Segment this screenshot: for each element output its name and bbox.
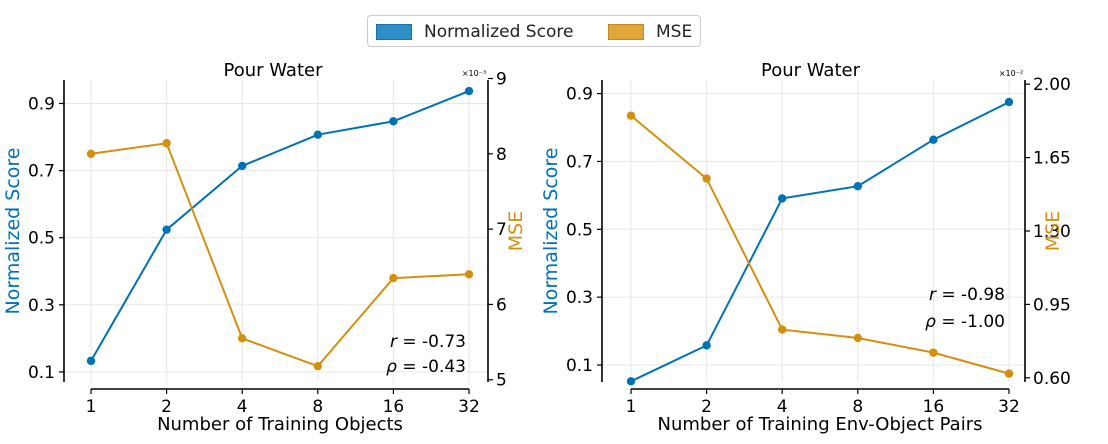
chart1-right-tick-label: 8 [496,145,507,165]
chart2-score-line [630,101,1010,383]
chart1-right-multiplier: ×10⁻³ [462,69,486,78]
legend-label-score: Normalized Score [424,22,574,42]
legend-label-mse: MSE [656,22,693,42]
chart2-x-tick-label: 1 [626,397,637,417]
chart2-x-tick-label: 16 [923,397,945,417]
chart1-right-tick-label: 9 [496,69,507,89]
chart1-mse-point [162,139,171,148]
chart1-annotation-rho: ρ = -0.43 [386,357,466,377]
chart2-right-y-label: MSE [1042,211,1064,251]
chart2-mse-point [1004,369,1014,378]
chart1-left-tick-label: 0.7 [28,162,55,182]
chart1-mse-point [313,361,322,371]
chart2-score-point [853,182,862,191]
chart1-score-line [90,90,470,362]
chart2-annotation-r: r = -0.98 [929,285,1005,305]
chart1-x-tick-label: 4 [237,397,248,417]
chart1-left-y-label: Normalized Score [2,147,24,314]
chart1-x-tick-label: 2 [161,397,172,417]
legend-swatch-score [376,24,412,40]
chart1-right-tick-label: 6 [496,295,507,315]
chart1-x-tick-label: 1 [86,397,97,417]
legend: Normalized Score MSE [367,15,701,47]
chart2-x-tick-label: 32 [998,397,1020,417]
chart1-x-tick-label: 32 [458,397,480,417]
chart2-mse-point [778,325,787,334]
chart2-right-tick-label: 0.95 [1033,295,1071,315]
chart2-right-tick-label: 1.65 [1033,149,1071,169]
chart1-mse-point [464,270,474,279]
chart2-left-tick-label: 0.3 [566,288,593,308]
chart1-left-tick-label: 0.3 [28,296,55,316]
chart1-score-point [238,161,247,171]
chart2-left-tick-label: 0.9 [566,85,593,105]
chart2-x-label: Number of Training Env-Object Pairs [658,414,983,435]
chart2-x-tick-label: 4 [777,397,788,417]
chart2-mse-line [630,114,1010,375]
chart2-x-tick-label: 8 [852,397,863,417]
chart1-score-point [389,117,398,126]
chart2-score-point [1004,97,1014,107]
chart1-mse-point [238,334,247,343]
chart2-left-y-label: Normalized Score [540,147,562,314]
chart2-right-tick-label: 0.60 [1033,369,1071,389]
legend-swatch-mse [608,24,644,40]
chart1-right-y-label: MSE [505,211,527,251]
chart1-score-point [313,130,322,139]
chart2-right-tick-label: 2.00 [1033,75,1071,95]
chart1-mse-line [90,142,470,368]
chart1-left-tick-label: 0.9 [28,94,55,114]
chart1-score-point [464,86,474,96]
chart1-x-tick-label: 8 [312,397,323,417]
chart2-title: Pour Water [761,60,861,81]
chart2-mse-point [702,174,711,183]
chart2-score-point [626,377,636,386]
chart1-x-label: Number of Training Objects [157,414,403,435]
chart2-score-point [929,135,938,144]
chart2-mse-point [929,348,938,357]
chart2-mse-point [626,111,636,120]
chart2-right-tick-label: 1.30 [1033,222,1071,242]
chart2-score-point [778,194,787,203]
chart2-mse-point [853,333,862,343]
chart1-score-point [162,225,171,234]
chart1-x-tick-label: 16 [383,397,405,417]
chart1-left-tick-label: 0.1 [28,363,55,383]
chart2-score-point [702,341,711,350]
chart2-annotation-rho: ρ = -1.00 [925,312,1005,332]
chart1-mse-point [389,273,398,283]
chart1-score-point [86,356,96,366]
chart1-right-tick-label: 7 [496,220,507,240]
chart1-mse-point [86,149,96,159]
chart2-x-tick-label: 2 [701,397,712,417]
chart2-left-tick-label: 0.1 [566,356,593,376]
chart1-title: Pour Water [224,60,324,81]
legend-item-mse: MSE [608,22,692,42]
chart1-annotation-r: r = -0.73 [390,332,466,352]
chart1-left-tick-label: 0.5 [28,229,55,249]
legend-item-score: Normalized Score [376,22,573,42]
chart2-left-tick-label: 0.5 [566,220,593,240]
chart2-right-multiplier: ×10⁻² [999,69,1023,78]
chart1-right-tick-label: 5 [496,371,507,391]
chart2-left-tick-label: 0.7 [566,152,593,172]
